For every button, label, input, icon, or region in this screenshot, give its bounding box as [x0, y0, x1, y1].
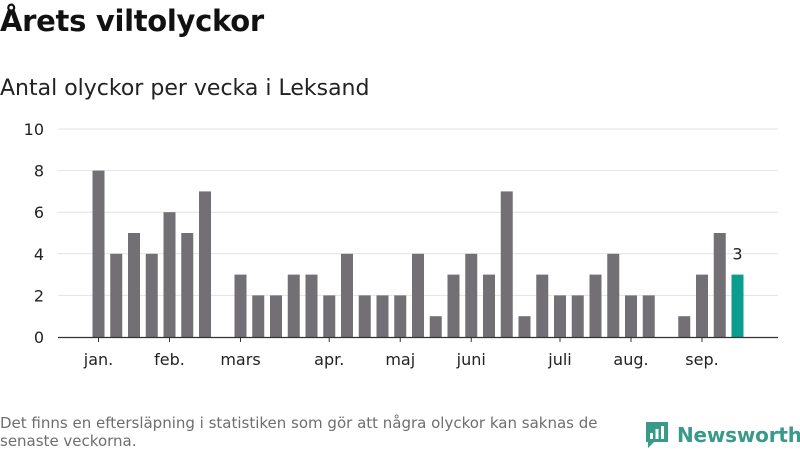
bars	[92, 170, 744, 337]
bar	[554, 295, 566, 337]
chart-subtitle: Antal olyckor per vecka i Leksand	[0, 76, 370, 101]
bar	[305, 274, 318, 337]
highlight-bar	[731, 274, 744, 337]
highlight-value-label: 3	[732, 245, 742, 264]
x-tick-label: jan.	[83, 350, 113, 369]
data-labels: 3	[732, 245, 742, 264]
bar	[589, 274, 602, 337]
y-tick-label: 0	[34, 328, 44, 347]
bar	[358, 295, 371, 337]
bar	[500, 191, 513, 337]
x-tick-label: juni	[456, 350, 486, 369]
newsworthy-logo[interactable]: Newsworthy	[644, 419, 800, 451]
bar	[642, 295, 655, 337]
bar	[465, 253, 478, 337]
bar	[323, 295, 336, 337]
bar	[341, 253, 353, 337]
brand-name: Newsworthy	[677, 423, 800, 447]
x-tick-label: sep.	[685, 350, 718, 369]
bar	[145, 253, 158, 337]
bar	[199, 191, 211, 337]
y-axis-ticks: 0 2 4 6 8 10	[24, 120, 44, 347]
bar	[625, 295, 637, 337]
bar	[483, 274, 495, 337]
y-tick-label: 2	[34, 286, 44, 305]
bar	[447, 274, 460, 337]
bar	[394, 295, 407, 337]
chart-title: Årets viltolyckor	[0, 4, 264, 38]
x-tick-label: mars	[220, 350, 260, 369]
bar	[110, 253, 123, 337]
bar	[429, 316, 442, 337]
bar	[713, 233, 726, 337]
y-tick-label: 8	[34, 162, 44, 181]
x-tick-label: maj	[385, 350, 415, 369]
bar	[571, 295, 584, 337]
bar	[412, 253, 424, 337]
bar	[252, 295, 265, 337]
bar	[696, 274, 708, 337]
bar	[234, 274, 247, 337]
bar	[163, 212, 176, 337]
bar	[270, 295, 282, 337]
bar	[287, 274, 300, 337]
footnote: Det finns en eftersläpning i statistiken…	[0, 414, 598, 450]
bar-chart: 0 2 4 6 8 10 jan. feb. mars apr. maj juni juli aug. s…	[24, 120, 778, 369]
x-tick-label: juli	[547, 350, 571, 369]
bar	[536, 274, 549, 337]
bar	[678, 316, 691, 337]
x-tick-label: aug.	[613, 350, 648, 369]
bar	[181, 233, 194, 337]
bar	[92, 170, 105, 337]
bar	[607, 253, 620, 337]
x-tick-label: apr.	[314, 350, 344, 369]
x-axis: jan. feb. mars apr. maj juni juli aug. sep.	[58, 336, 778, 369]
y-tick-label: 10	[24, 120, 44, 139]
bar	[518, 316, 531, 337]
chat-chart-icon	[646, 422, 668, 448]
bar	[128, 233, 140, 337]
bar	[376, 295, 389, 337]
y-tick-label: 6	[34, 203, 44, 222]
x-tick-label: feb.	[154, 350, 185, 369]
y-tick-label: 4	[34, 245, 44, 264]
